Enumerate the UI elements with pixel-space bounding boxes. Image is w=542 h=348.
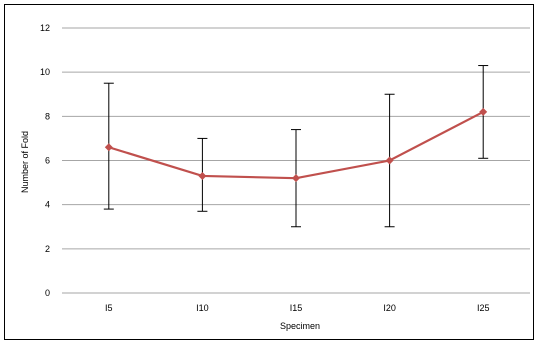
y-tick-label: 6 [45,156,50,166]
x-axis-ticks: I5 I10 I15 I20 I25 [105,303,489,313]
x-axis-title: Specimen [280,321,320,331]
x-tick-label: I15 [290,303,303,313]
y-tick-label: 10 [40,67,50,77]
x-tick-label: I10 [196,303,209,313]
data-point [292,174,300,183]
series-group [104,107,488,183]
data-point [198,171,207,180]
y-tick-label: 12 [40,23,50,33]
x-tick-label: I5 [105,303,113,313]
x-tick-label: I25 [477,303,490,313]
y-tick-label: 2 [45,244,50,254]
chart-frame [4,4,534,340]
gridlines [62,27,530,294]
data-point [385,156,394,165]
y-tick-label: 8 [45,111,50,121]
y-tick-label: 4 [45,200,50,210]
y-axis-ticks: 0 2 4 6 8 10 12 [40,23,50,298]
data-point [104,143,113,152]
y-tick-label: 0 [45,288,50,298]
y-axis-title: Number of Fold [20,131,30,193]
data-point [479,107,488,116]
error-bars [103,65,489,228]
x-tick-label: I20 [383,303,396,313]
